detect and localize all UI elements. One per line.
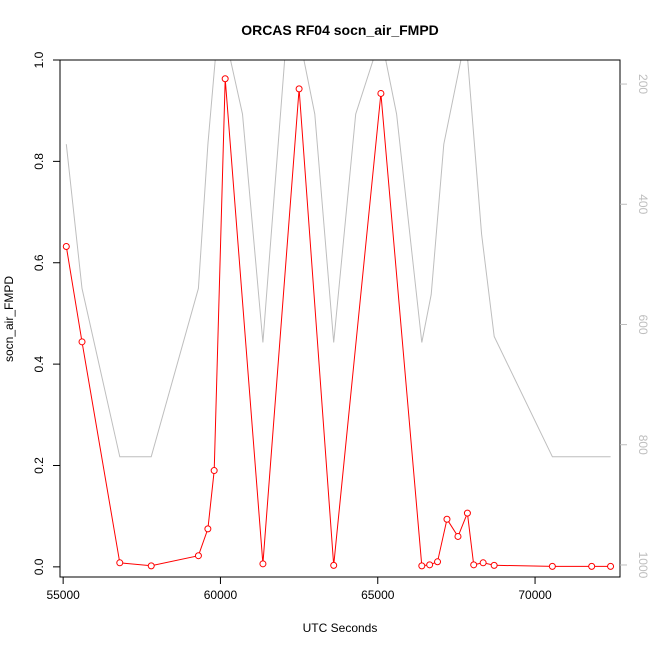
series-0-point <box>454 532 462 540</box>
series-0-point <box>116 559 124 567</box>
series-0-point <box>204 525 212 533</box>
y2-tick-label: 1000 <box>636 552 650 579</box>
y2-tick-label: 600 <box>636 314 650 334</box>
y-tick-label: 0.4 <box>32 355 46 372</box>
series-0-point <box>463 509 471 517</box>
series-0-point <box>434 558 442 566</box>
series-0-point <box>548 562 556 570</box>
y-tick-label: 0.8 <box>32 153 46 170</box>
x-tick-label: 70000 <box>518 588 552 602</box>
y-tick-label: 1.0 <box>32 51 46 68</box>
x-tick-label: 55000 <box>46 588 80 602</box>
x-axis-label: UTC Seconds <box>303 621 378 635</box>
right-series-layer <box>65 60 611 458</box>
series-0-point <box>194 552 202 560</box>
y2-tick-label: 800 <box>636 435 650 455</box>
series-0-point <box>62 243 70 251</box>
y-tick-label: 0.2 <box>32 457 46 474</box>
series-0-point <box>490 561 498 569</box>
y2-tick-label: 200 <box>636 74 650 94</box>
y-axis-label: socn_air_FMPD <box>2 276 16 362</box>
series-0-point <box>443 515 451 523</box>
x-tick-label: 60000 <box>204 588 238 602</box>
series-0-point <box>259 560 267 568</box>
left-series-layer <box>62 75 615 570</box>
plot-frame <box>59 59 621 578</box>
series-0-point <box>210 467 218 475</box>
y-tick-label: 0.0 <box>32 558 46 575</box>
series-0-point <box>221 75 229 83</box>
x-axis: 55000 60000 65000 70000 <box>46 577 552 602</box>
series-0-point <box>588 562 596 570</box>
x-tick-label: 65000 <box>361 588 395 602</box>
series-0-point <box>426 561 434 569</box>
series-0-point <box>147 562 155 570</box>
y2-tick-label: 400 <box>636 194 650 214</box>
series-0-point <box>295 85 303 93</box>
series-0-point <box>330 561 338 569</box>
series-0-point <box>418 562 426 570</box>
series-0-point <box>470 561 478 569</box>
series-1-line <box>65 60 611 458</box>
series-0-point <box>78 338 86 346</box>
series-0-point <box>607 562 615 570</box>
series-0-point <box>377 89 385 97</box>
series-0-line <box>65 78 611 567</box>
y-tick-label: 0.6 <box>32 254 46 271</box>
chart-title: ORCAS RF04 socn_air_FMPD <box>241 22 439 38</box>
y2-axis: 200 400 600 800 1000 <box>620 74 650 579</box>
y-axis: 0.0 0.2 0.4 0.6 0.8 1.0 <box>32 51 60 575</box>
series-0-point <box>479 559 487 567</box>
